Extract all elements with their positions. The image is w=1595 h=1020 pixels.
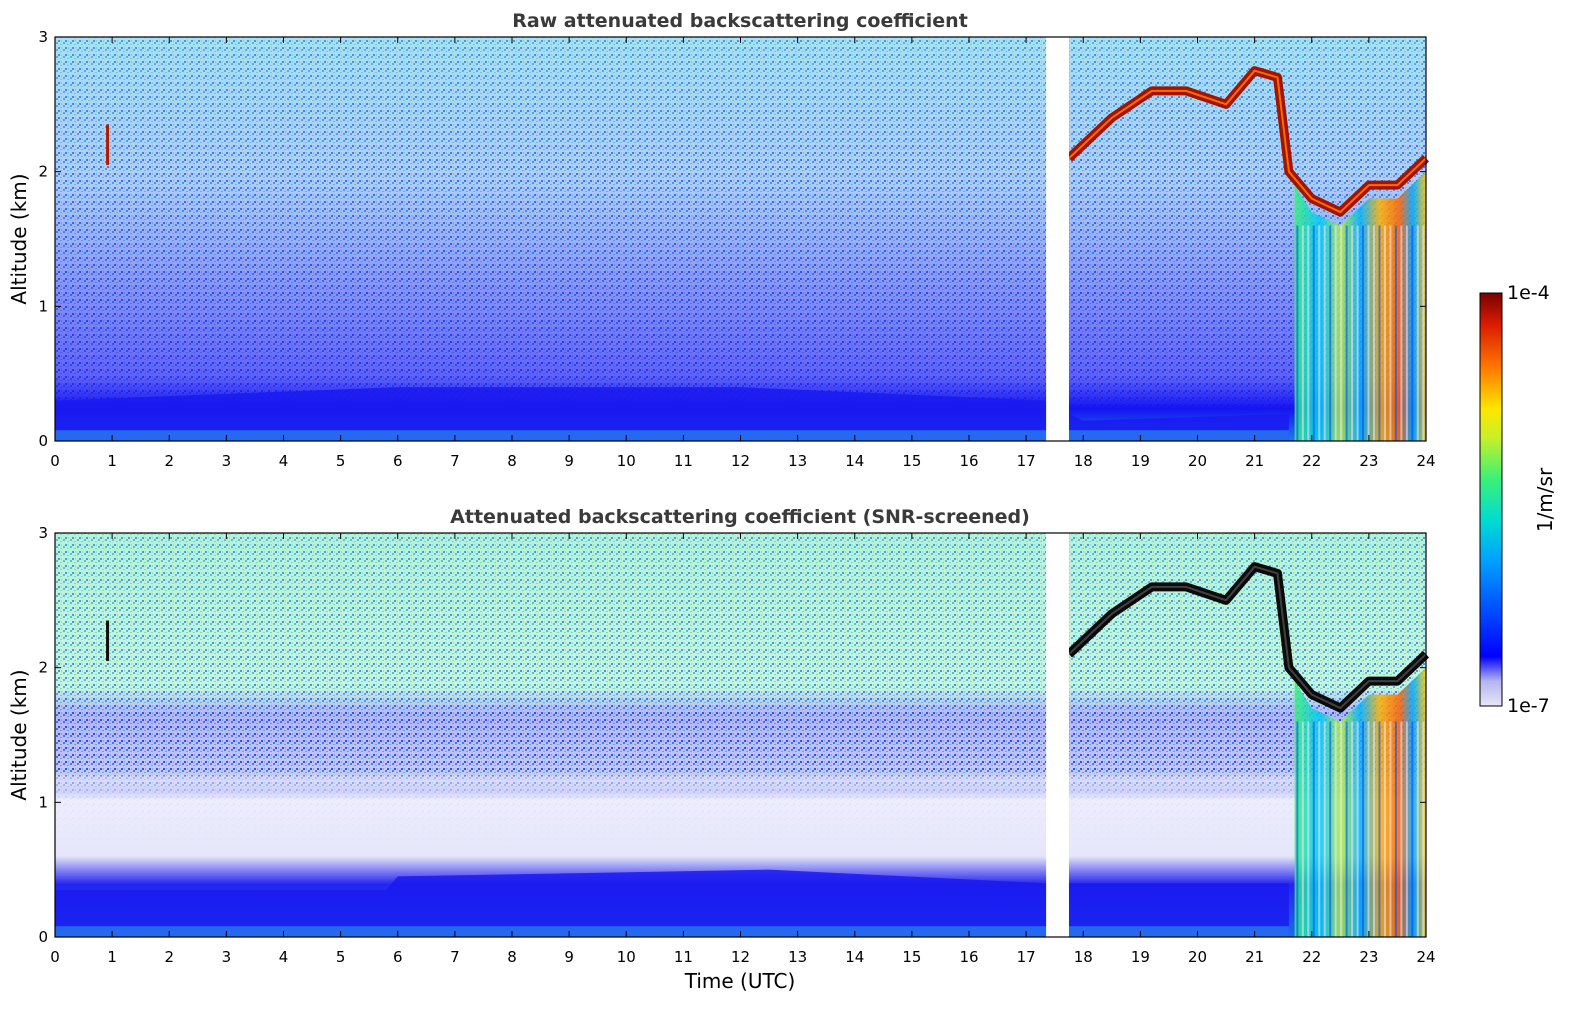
y-tick-label: 3 [38,524,48,542]
x-tick-label: 20 [1188,452,1207,470]
x-tick-label: 4 [279,452,289,470]
x-tick-label: 2 [164,452,174,470]
x-tick-label: 9 [564,948,574,966]
x-tick-label: 3 [222,948,232,966]
y-axis-screened: 0 1 2 3 [38,524,1426,946]
x-tick-label: 22 [1302,452,1321,470]
x-tick-label: 8 [507,948,517,966]
x-tick-label: 21 [1245,452,1264,470]
plot-area-screened [55,533,1430,937]
cloud-layer-core [1068,565,1427,710]
x-tick-label: 20 [1188,948,1207,966]
panel-title-screened: Attenuated backscattering coefficient (S… [450,506,1030,528]
colorbar-min-label: 1e-7 [1507,695,1550,717]
backscatter-field [55,37,1426,441]
x-tick-label: 11 [674,948,693,966]
x-tick-label: 5 [336,452,346,470]
x-tick-label: 22 [1302,948,1321,966]
x-tick-label: 16 [959,452,978,470]
y-axis-label-screened: Altitude (km) [7,669,31,800]
x-tick-label: 7 [450,948,460,966]
panel-screened: Attenuated backscattering coefficient (S… [7,506,1436,993]
x-tick-label: 3 [222,452,232,470]
y-tick-label: 3 [38,28,48,46]
x-tick-label: 11 [674,452,693,470]
x-tick-label: 18 [1074,948,1093,966]
surface-layer [55,430,1289,441]
x-tick-label: 23 [1359,948,1378,966]
x-axis-screened: 0 1 2 3 4 5 6 7 8 9 10 11 12 13 14 15 16 17 18 19 20 21 22 23 24 [50,533,1436,966]
x-tick-label: 15 [902,452,921,470]
y-tick-label: 1 [38,793,48,811]
x-tick-label: 24 [1416,948,1435,966]
x-tick-label: 17 [1017,948,1036,966]
panel-raw: Raw attenuated backscattering coefficien… [7,10,1436,470]
x-tick-label: 7 [450,452,460,470]
y-tick-label: 2 [38,659,48,677]
x-tick-label: 13 [788,948,807,966]
precipitation-echo [1294,667,1426,937]
colorbar-max-label: 1e-4 [1507,282,1550,304]
panel-title-raw: Raw attenuated backscattering coefficien… [512,10,968,32]
x-tick-label: 10 [617,948,636,966]
x-tick-label: 15 [902,948,921,966]
y-tick-label: 2 [38,163,48,181]
precipitation-echo [1294,171,1426,441]
x-tick-label: 6 [393,452,403,470]
x-tick-label: 1 [107,452,117,470]
x-tick-label: 19 [1131,948,1150,966]
x-tick-label: 2 [164,948,174,966]
x-tick-label: 19 [1131,452,1150,470]
y-axis-raw: 0 1 2 3 [38,28,1426,450]
x-tick-label: 17 [1017,452,1036,470]
x-tick-label: 0 [50,452,60,470]
x-tick-label: 1 [107,948,117,966]
x-tick-label: 8 [507,452,517,470]
y-tick-label: 1 [38,297,48,315]
y-tick-label: 0 [38,928,48,946]
x-axis-raw: 0 1 2 3 4 5 6 7 8 9 10 11 12 13 14 15 16 17 18 19 20 21 22 23 24 [50,37,1436,470]
colorbar-unit-label: 1/m/sr [1533,467,1557,532]
x-tick-label: 12 [731,452,750,470]
x-tick-label: 0 [50,948,60,966]
surface-layer [55,926,1289,937]
x-tick-label: 14 [845,948,864,966]
x-tick-label: 4 [279,948,289,966]
x-tick-label: 10 [617,452,636,470]
x-tick-label: 24 [1416,452,1435,470]
x-tick-label: 9 [564,452,574,470]
data-gap [1046,37,1069,441]
y-tick-label: 0 [38,432,48,450]
backscatter-field [55,533,1426,937]
colorbar-gradient [1479,292,1503,707]
x-tick-label: 16 [959,948,978,966]
x-tick-label: 12 [731,948,750,966]
boundary-layer [55,387,1289,441]
plot-area-raw [55,37,1430,441]
x-axis-label: Time (UTC) [684,969,796,993]
x-tick-label: 5 [336,948,346,966]
x-tick-label: 6 [393,948,403,966]
x-tick-label: 21 [1245,948,1264,966]
boundary-layer [55,869,1289,937]
colorbar: 1e-4 1e-7 1/m/sr [1479,282,1557,717]
residual-layer [55,775,1426,857]
x-tick-label: 13 [788,452,807,470]
cloud-layer-core [1068,69,1427,214]
x-tick-label: 18 [1074,452,1093,470]
x-tick-label: 23 [1359,452,1378,470]
data-gap [1046,533,1069,937]
x-tick-label: 14 [845,452,864,470]
y-axis-label-raw: Altitude (km) [7,173,31,304]
